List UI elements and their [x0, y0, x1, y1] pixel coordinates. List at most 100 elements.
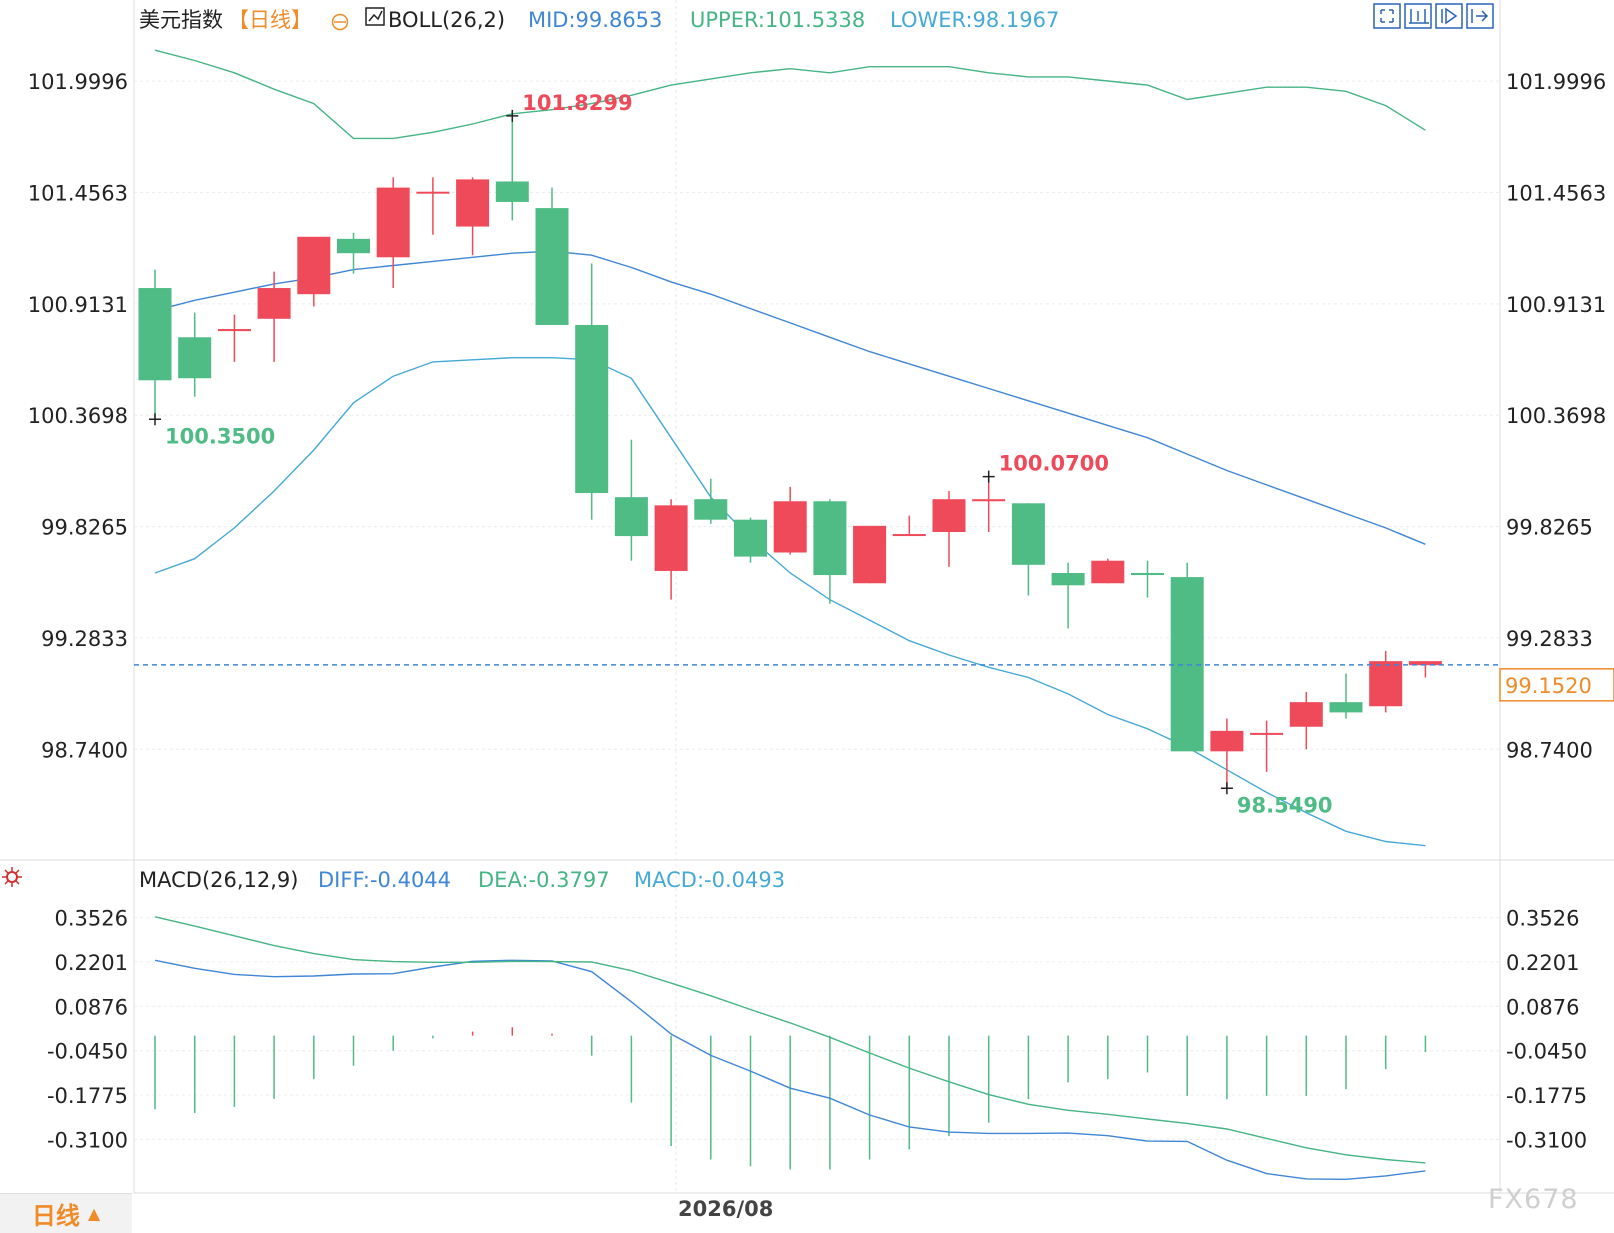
candle — [495, 115, 529, 221]
macd-histogram — [154, 1027, 1427, 1170]
candle-body — [1329, 702, 1363, 713]
mid-high-annotation: 100.0700 — [999, 452, 1109, 476]
candle — [1369, 650, 1403, 713]
macd-dea-value: DEA:-0.3797 — [478, 868, 610, 892]
period-label[interactable]: 【日线】 — [228, 8, 312, 32]
candle-body — [1051, 573, 1085, 586]
candle-body — [813, 501, 847, 576]
macd-tick-left: 0.2201 — [55, 951, 128, 975]
candle — [932, 491, 966, 567]
forward-icon[interactable] — [1466, 3, 1494, 29]
zoom-icon[interactable] — [1373, 3, 1401, 29]
circle-minus-icon[interactable] — [331, 13, 349, 31]
macd-lines — [154, 916, 1426, 1181]
macd-tick-left: 0.3526 — [55, 907, 128, 931]
candle-body — [773, 501, 807, 553]
high-annotation: 101.8299 — [522, 91, 632, 115]
macd-value: MACD:-0.0493 — [634, 868, 785, 892]
price-tick-left: 100.3698 — [28, 404, 128, 428]
price-tick-left: 101.4563 — [28, 181, 128, 205]
boll-mid-value: MID:99.8653 — [528, 8, 662, 32]
price-tick-right: 98.7400 — [1506, 738, 1593, 762]
candle-body — [1091, 560, 1125, 584]
play-icon[interactable] — [1435, 3, 1463, 29]
current-price-label: 99.1520 — [1505, 674, 1592, 698]
candle-body — [1369, 661, 1403, 707]
macd-gridlines — [134, 917, 1500, 1140]
price-tick-left: 99.2833 — [41, 627, 128, 651]
chart-title: 美元指数 — [139, 8, 223, 32]
macd-tick-left: -0.1775 — [47, 1084, 128, 1108]
watermark: FX678 — [1488, 1184, 1579, 1215]
macd-tick-left: -0.0450 — [47, 1040, 128, 1064]
boll-lines — [154, 49, 1426, 847]
period-tab[interactable]: 日线 ▲ — [0, 1193, 132, 1233]
candle — [1170, 562, 1204, 752]
candle — [1011, 503, 1045, 596]
candle — [257, 271, 291, 362]
candle — [575, 263, 609, 520]
price-tick-right: 101.4563 — [1506, 181, 1606, 205]
candle-body — [1250, 732, 1284, 735]
price-tick-left: 101.9996 — [28, 70, 128, 94]
candle — [1250, 720, 1284, 772]
price-tick-left: 99.8265 — [41, 516, 128, 540]
date-label: 2026/08 — [678, 1197, 773, 1221]
candle-body — [972, 499, 1006, 502]
candle-body — [932, 499, 966, 532]
price-tick-right: 100.3698 — [1506, 404, 1606, 428]
extreme-cross — [982, 470, 995, 483]
candle — [535, 187, 569, 325]
extreme-cross — [149, 413, 161, 426]
boll-lower-value: LOWER:98.1967 — [890, 8, 1059, 32]
candle — [1329, 673, 1363, 719]
candle — [694, 478, 728, 524]
candle — [734, 517, 767, 563]
candle-body — [376, 187, 410, 258]
boll-lower-line — [154, 357, 1426, 847]
kline-icon[interactable] — [1404, 3, 1432, 29]
boll-upper-line — [154, 49, 1426, 140]
indicator-chart-icon[interactable] — [365, 7, 385, 26]
macd-tick-right: 0.0876 — [1506, 995, 1579, 1019]
candle — [416, 177, 450, 235]
macd-tick-left: -0.3100 — [47, 1128, 128, 1152]
boll-upper-value: UPPER:101.5338 — [690, 8, 865, 32]
candle-body — [257, 288, 291, 319]
price-tick-right: 101.9996 — [1506, 70, 1606, 94]
candle-body — [614, 497, 648, 537]
candle — [178, 312, 212, 397]
axis-ticks: 101.9996 101.9996 101.4563 101.4563 100.9131… — [28, 70, 1606, 1152]
price-tick-right: 100.9131 — [1506, 293, 1606, 317]
boll-mid-line — [154, 250, 1426, 545]
candle-body — [337, 238, 370, 254]
candle — [892, 515, 926, 537]
macd-diff-value: DIFF:-0.4044 — [318, 868, 451, 892]
price-tick-left: 100.9131 — [28, 293, 128, 317]
price-gridlines — [134, 80, 1500, 750]
candle — [614, 439, 648, 561]
candle — [1131, 560, 1164, 598]
candle — [1210, 718, 1244, 789]
candle — [138, 269, 172, 420]
low-annotation-1: 100.3500 — [165, 424, 275, 448]
dea-line — [154, 916, 1426, 1164]
candle-body — [853, 525, 887, 584]
candle — [1408, 661, 1442, 678]
settings-icon[interactable] — [2, 867, 22, 887]
candle-body — [178, 337, 212, 379]
candle — [813, 499, 847, 604]
extreme-cross — [1220, 782, 1233, 795]
candle-body — [138, 288, 172, 381]
candle-body — [456, 179, 490, 227]
candle-body — [1011, 503, 1045, 565]
candle-body — [495, 181, 529, 202]
candle-body — [1289, 702, 1323, 727]
candle-body — [416, 191, 450, 194]
candle-body — [575, 324, 609, 494]
macd-tick-right: -0.1775 — [1506, 1084, 1587, 1108]
candle — [376, 177, 410, 289]
candle — [456, 177, 490, 256]
candle — [853, 525, 887, 584]
